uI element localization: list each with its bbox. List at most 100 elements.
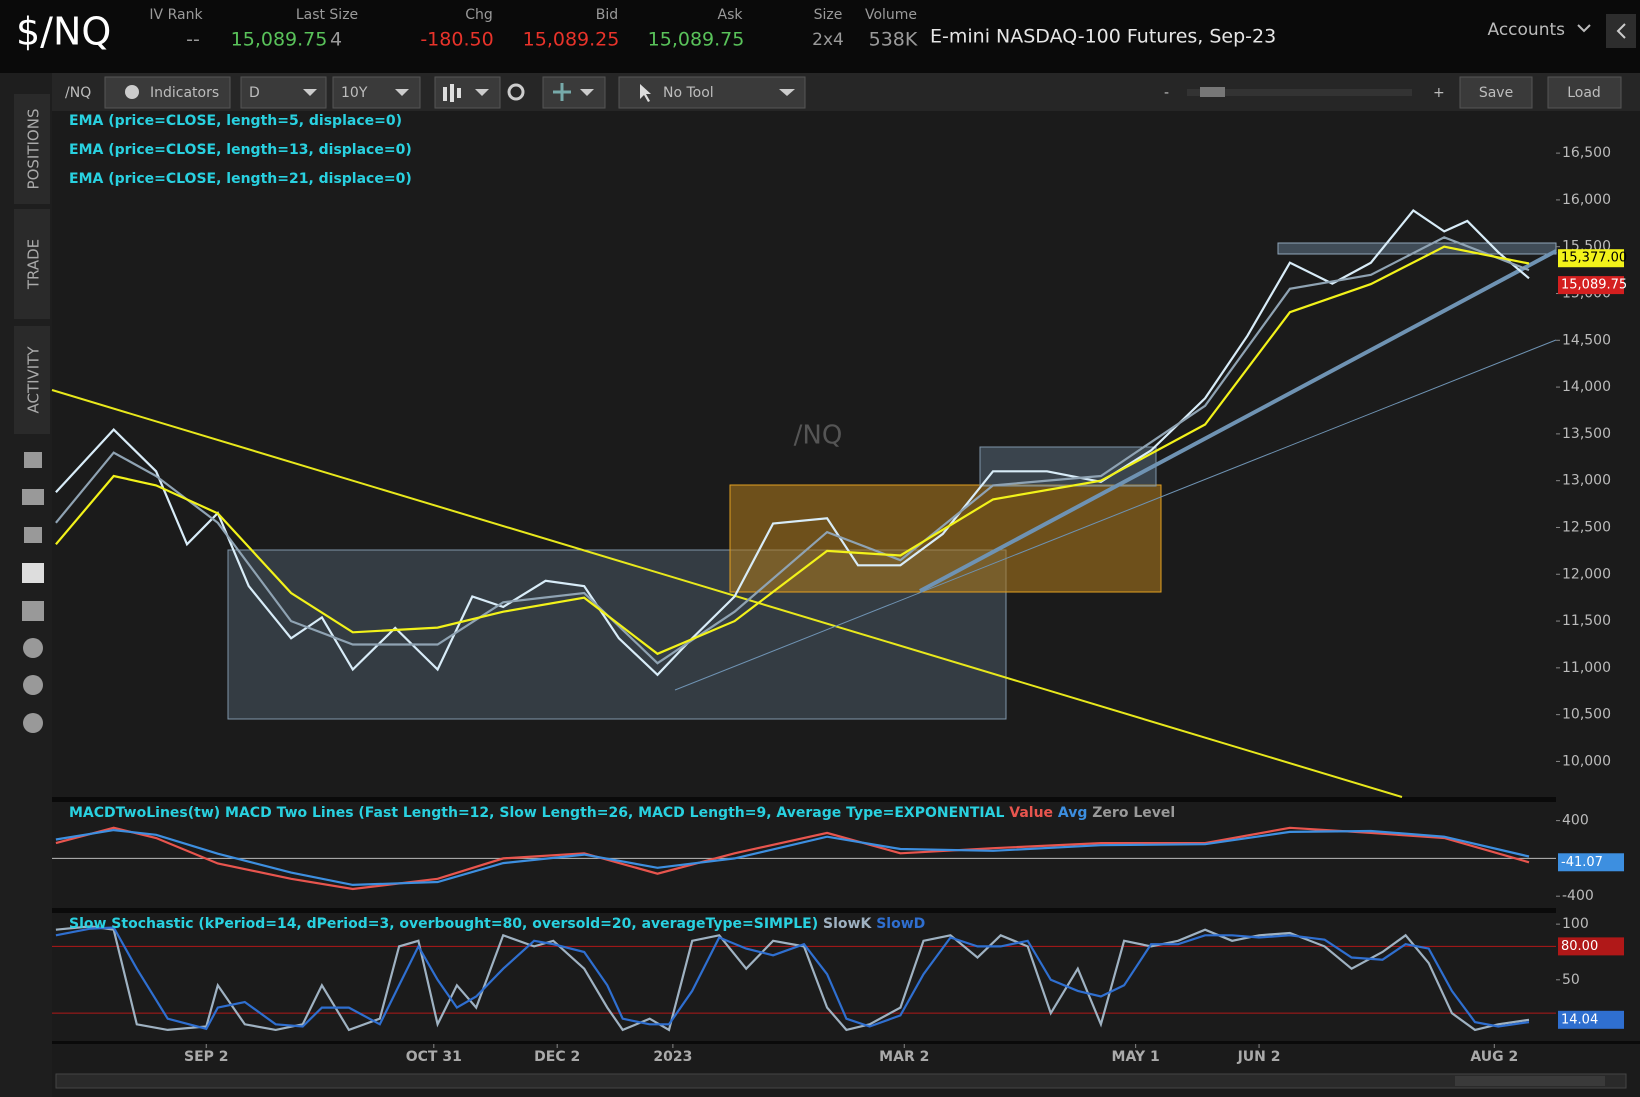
description: E-mini NASDAQ-100 Futures, Sep-23 bbox=[930, 26, 1276, 48]
drawing-button[interactable] bbox=[542, 76, 606, 109]
price-panel bbox=[52, 111, 1556, 797]
study-label-part: Zero Level bbox=[1092, 805, 1175, 821]
y-tick-label: -400 bbox=[1562, 888, 1594, 904]
scrollbar[interactable] bbox=[55, 1073, 1627, 1089]
x-tick-label: SEP 2 bbox=[184, 1049, 229, 1065]
y-tick-label: 13,500 bbox=[1562, 426, 1611, 442]
zoom-track[interactable] bbox=[1187, 89, 1412, 96]
study-label-part: MACDTwoLines(tw) MACD Two Lines (Fast Le… bbox=[69, 805, 1004, 821]
trendline bbox=[919, 249, 1557, 593]
value-box-label: 14.04 bbox=[1561, 1012, 1598, 1027]
zone bbox=[1277, 242, 1557, 255]
value-box-label: -41.07 bbox=[1561, 855, 1603, 870]
symbol: $/NQ bbox=[16, 10, 111, 54]
field-label: Size bbox=[814, 7, 843, 23]
study-label: Slow Stochastic (kPeriod=14, dPeriod=3, … bbox=[69, 916, 925, 932]
tab-label: ACTIVITY bbox=[25, 346, 43, 414]
indicators-icon bbox=[125, 85, 139, 99]
caret bbox=[779, 89, 795, 96]
save-button[interactable] bbox=[1459, 76, 1533, 109]
value-box-label: 80.00 bbox=[1561, 939, 1598, 954]
watermark: /NQ bbox=[794, 421, 843, 451]
field-label: Ask bbox=[718, 7, 744, 23]
study-label-part: SlowK bbox=[823, 916, 872, 932]
icon[interactable] bbox=[22, 563, 44, 583]
accounts-menu[interactable]: Accounts bbox=[1488, 20, 1566, 40]
study-label: EMA (price=CLOSE, length=21, displace=0) bbox=[69, 171, 412, 187]
chart-style-icon bbox=[443, 84, 461, 102]
value-box-label: 15,089.75 bbox=[1561, 278, 1627, 293]
series-line bbox=[55, 828, 1530, 887]
y-tick-label: 10,000 bbox=[1562, 753, 1611, 769]
series-line bbox=[55, 209, 1530, 677]
value-box bbox=[1558, 249, 1624, 268]
x-tick-label: OCT 31 bbox=[406, 1049, 462, 1065]
collapse-icon bbox=[1616, 23, 1626, 39]
sidebar-icons bbox=[22, 452, 44, 733]
y-tick-label: 16,500 bbox=[1562, 145, 1611, 161]
y-tick-label: 11,500 bbox=[1562, 613, 1611, 629]
toolbar-symbol[interactable]: /NQ bbox=[65, 85, 91, 101]
series-line bbox=[55, 245, 1530, 656]
icon[interactable] bbox=[22, 489, 44, 505]
field-label: IV Rank bbox=[149, 7, 203, 23]
field-value: 15,089.75 bbox=[231, 29, 328, 51]
icon[interactable] bbox=[23, 713, 43, 733]
field-value: 538K bbox=[869, 29, 918, 51]
caret bbox=[580, 89, 594, 96]
field-value: -180.50 bbox=[420, 29, 493, 51]
time-axis bbox=[52, 1044, 1640, 1097]
zoom-out[interactable]: - bbox=[1164, 85, 1169, 101]
icon[interactable] bbox=[23, 675, 43, 695]
icon[interactable] bbox=[22, 601, 44, 621]
collapse-button[interactable] bbox=[1606, 14, 1636, 48]
field-label: Bid bbox=[596, 7, 618, 23]
study-label-part: Avg bbox=[1058, 805, 1087, 821]
tool-label: No Tool bbox=[663, 85, 714, 101]
series-line bbox=[55, 926, 1530, 1031]
zoom-thumb[interactable] bbox=[1200, 87, 1225, 97]
y-tick-label: 100 bbox=[1562, 916, 1589, 932]
indicators-label: Indicators bbox=[150, 85, 219, 101]
series-line bbox=[55, 925, 1530, 1032]
y-tick-label: 16,000 bbox=[1562, 192, 1611, 208]
field-label: Last Size bbox=[296, 7, 358, 23]
stochastic-panel bbox=[52, 913, 1556, 1041]
caret bbox=[303, 89, 317, 96]
field-value: 2x4 bbox=[812, 30, 844, 50]
field-label: Chg bbox=[465, 7, 493, 23]
accounts-caret[interactable] bbox=[1577, 24, 1591, 33]
tool-dropdown[interactable] bbox=[618, 76, 806, 109]
y-tick-label: 12,000 bbox=[1562, 566, 1611, 582]
y-tick-label: 50 bbox=[1562, 972, 1580, 988]
x-tick-label: MAR 2 bbox=[879, 1049, 929, 1065]
x-tick-label: MAY 1 bbox=[1112, 1049, 1160, 1065]
field-value: 15,089.75 bbox=[648, 29, 745, 51]
aggregation-label: D bbox=[249, 85, 260, 101]
icon[interactable] bbox=[24, 527, 42, 543]
y-tick-label: 13,000 bbox=[1562, 473, 1611, 489]
tab[interactable] bbox=[14, 326, 50, 434]
tab[interactable] bbox=[14, 209, 50, 319]
icon[interactable] bbox=[23, 638, 43, 658]
zone bbox=[729, 484, 1162, 593]
value-box bbox=[1558, 937, 1624, 956]
study-label: MACDTwoLines(tw) MACD Two Lines (Fast Le… bbox=[69, 805, 1175, 821]
x-tick-label: DEC 2 bbox=[534, 1049, 580, 1065]
tab[interactable] bbox=[14, 94, 50, 204]
scroll-thumb[interactable] bbox=[1455, 1076, 1605, 1086]
tab-label: TRADE bbox=[25, 239, 43, 290]
y-tick-label: 11,000 bbox=[1562, 660, 1611, 676]
period-label: 10Y bbox=[341, 85, 368, 101]
caret bbox=[475, 89, 489, 96]
value-box bbox=[1558, 1010, 1624, 1029]
value-box bbox=[1558, 276, 1624, 295]
icon[interactable] bbox=[24, 452, 42, 468]
load-button[interactable] bbox=[1547, 76, 1622, 109]
settings-icon[interactable] bbox=[507, 83, 525, 101]
field-label: Volume bbox=[865, 7, 917, 23]
zoom-in[interactable]: + bbox=[1433, 85, 1445, 101]
y-tick-label: 14,500 bbox=[1562, 332, 1611, 348]
field-value: 15,089.25 bbox=[523, 29, 620, 51]
study-label: EMA (price=CLOSE, length=13, displace=0) bbox=[69, 142, 412, 158]
